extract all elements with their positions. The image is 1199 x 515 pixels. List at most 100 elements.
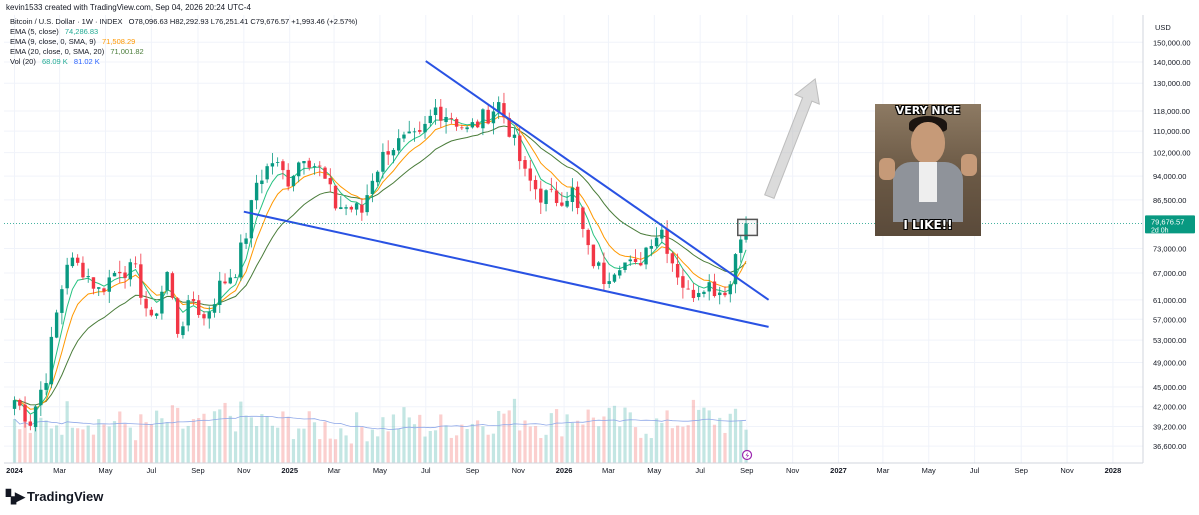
volume-bar <box>33 410 38 463</box>
volume-bar <box>544 434 548 463</box>
y-tick-label: 39,200.00 <box>1153 422 1186 431</box>
indicator-value: 71,001.82 <box>110 47 144 56</box>
indicator-value: 68.09 K <box>41 57 68 66</box>
volume-bar <box>281 411 285 463</box>
candle-body <box>481 109 485 129</box>
volume-bar <box>665 410 669 463</box>
volume-bar <box>591 417 596 463</box>
volume-bar <box>512 398 517 463</box>
indicator-volume[interactable]: Vol (20) 68.09 K 81.02 K <box>10 57 362 67</box>
candle-body <box>39 389 43 406</box>
candle-body <box>612 274 617 282</box>
volume-bar <box>39 417 43 463</box>
indicator-ema9[interactable]: EMA (9, close, 0, SMA, 9) 71,508.29 <box>10 37 362 47</box>
candle-body <box>123 272 127 278</box>
candle-body <box>318 165 322 167</box>
candle-body <box>254 182 259 201</box>
indicator-ema20[interactable]: EMA (20, close, 0, SMA, 20) 71,001.82 <box>10 47 362 57</box>
tradingview-brand[interactable]: ▚▶ TradingView <box>6 489 104 504</box>
candle-body <box>260 180 264 185</box>
volume-bar <box>523 420 527 463</box>
candle-body <box>291 175 296 187</box>
volume-bar <box>676 425 680 463</box>
volume-bar <box>554 409 559 463</box>
volume-bar <box>449 437 453 463</box>
candle-body <box>302 161 306 164</box>
x-tick-label: May <box>373 466 387 475</box>
candle-body <box>144 298 148 309</box>
volume-bar <box>381 417 385 463</box>
volume-bar <box>728 413 732 463</box>
candle-body <box>623 262 627 270</box>
candle-body <box>86 276 90 278</box>
volume-bar <box>576 420 580 463</box>
volume-bar <box>255 426 259 463</box>
symbol-name[interactable]: Bitcoin / U.S. Dollar · 1W · INDEX <box>10 17 123 26</box>
x-tick-label: May <box>647 466 661 475</box>
candle-body <box>281 161 285 171</box>
y-tick-label: 140,000.00 <box>1153 58 1191 67</box>
volume-bar <box>586 409 590 463</box>
volume-bar <box>428 431 432 463</box>
volume-bar <box>170 405 175 463</box>
x-tick-label: 2024 <box>6 466 24 475</box>
indicator-ema5[interactable]: EMA (5, close) 74,286.83 <box>10 27 362 37</box>
volume-bar <box>344 435 348 463</box>
candle-body <box>28 421 33 426</box>
bar-countdown-label: 2d 0h <box>1151 227 1169 234</box>
x-tick-label: May <box>98 466 112 475</box>
meme-top-text: VERY NICE <box>895 104 961 117</box>
volume-bar <box>291 439 296 463</box>
volume-bar <box>486 434 490 463</box>
volume-bar <box>49 428 53 463</box>
price-axis-bg <box>1143 0 1199 515</box>
volume-ma-line <box>14 415 747 430</box>
candle-body <box>649 246 654 249</box>
candle-body <box>423 123 427 133</box>
volume-bar <box>418 414 422 463</box>
volume-bar <box>476 420 480 463</box>
ema9-polyline <box>14 115 747 410</box>
candle-body <box>265 166 269 180</box>
volume-bar <box>623 407 627 463</box>
candle-body <box>596 262 601 266</box>
indicator-name: EMA (5, close) <box>10 27 59 36</box>
candle-body <box>539 188 543 203</box>
volume-bar <box>507 410 511 463</box>
volume-bar <box>628 412 632 463</box>
volume-bar <box>123 424 127 463</box>
ohlc-values: O78,096.63 H82,292.93 L76,251.41 C79,676… <box>128 17 358 26</box>
x-tick-label: Mar <box>602 466 615 475</box>
candle-body <box>270 163 275 167</box>
candle-body <box>202 314 206 319</box>
candle-body <box>670 253 675 264</box>
volume-bar <box>670 428 674 463</box>
volume-bar <box>191 419 196 463</box>
candle-body <box>712 281 717 297</box>
volume-bar <box>412 424 417 463</box>
volume-bar <box>260 414 264 463</box>
x-tick-label: Mar <box>876 466 889 475</box>
volume-bar <box>239 401 243 463</box>
volume-bar <box>497 410 501 463</box>
candle-body <box>365 195 369 213</box>
candle-body <box>323 167 327 179</box>
volume-bar <box>91 434 96 463</box>
candle-body <box>628 259 632 262</box>
volume-bar <box>565 414 569 463</box>
volume-bar <box>70 427 75 463</box>
candle-body <box>465 127 469 130</box>
candle-body <box>197 300 201 315</box>
candle-body <box>60 289 64 313</box>
candle-body <box>418 130 422 132</box>
volume-bar <box>297 428 301 463</box>
y-tick-label: 86,500.00 <box>1153 196 1186 205</box>
candle-body <box>133 263 138 265</box>
volume-bar <box>702 407 706 463</box>
candle-body <box>602 262 606 285</box>
candle-body <box>386 151 390 155</box>
candle-body <box>570 187 575 202</box>
candle-body <box>512 134 517 138</box>
candle-body <box>339 207 343 209</box>
